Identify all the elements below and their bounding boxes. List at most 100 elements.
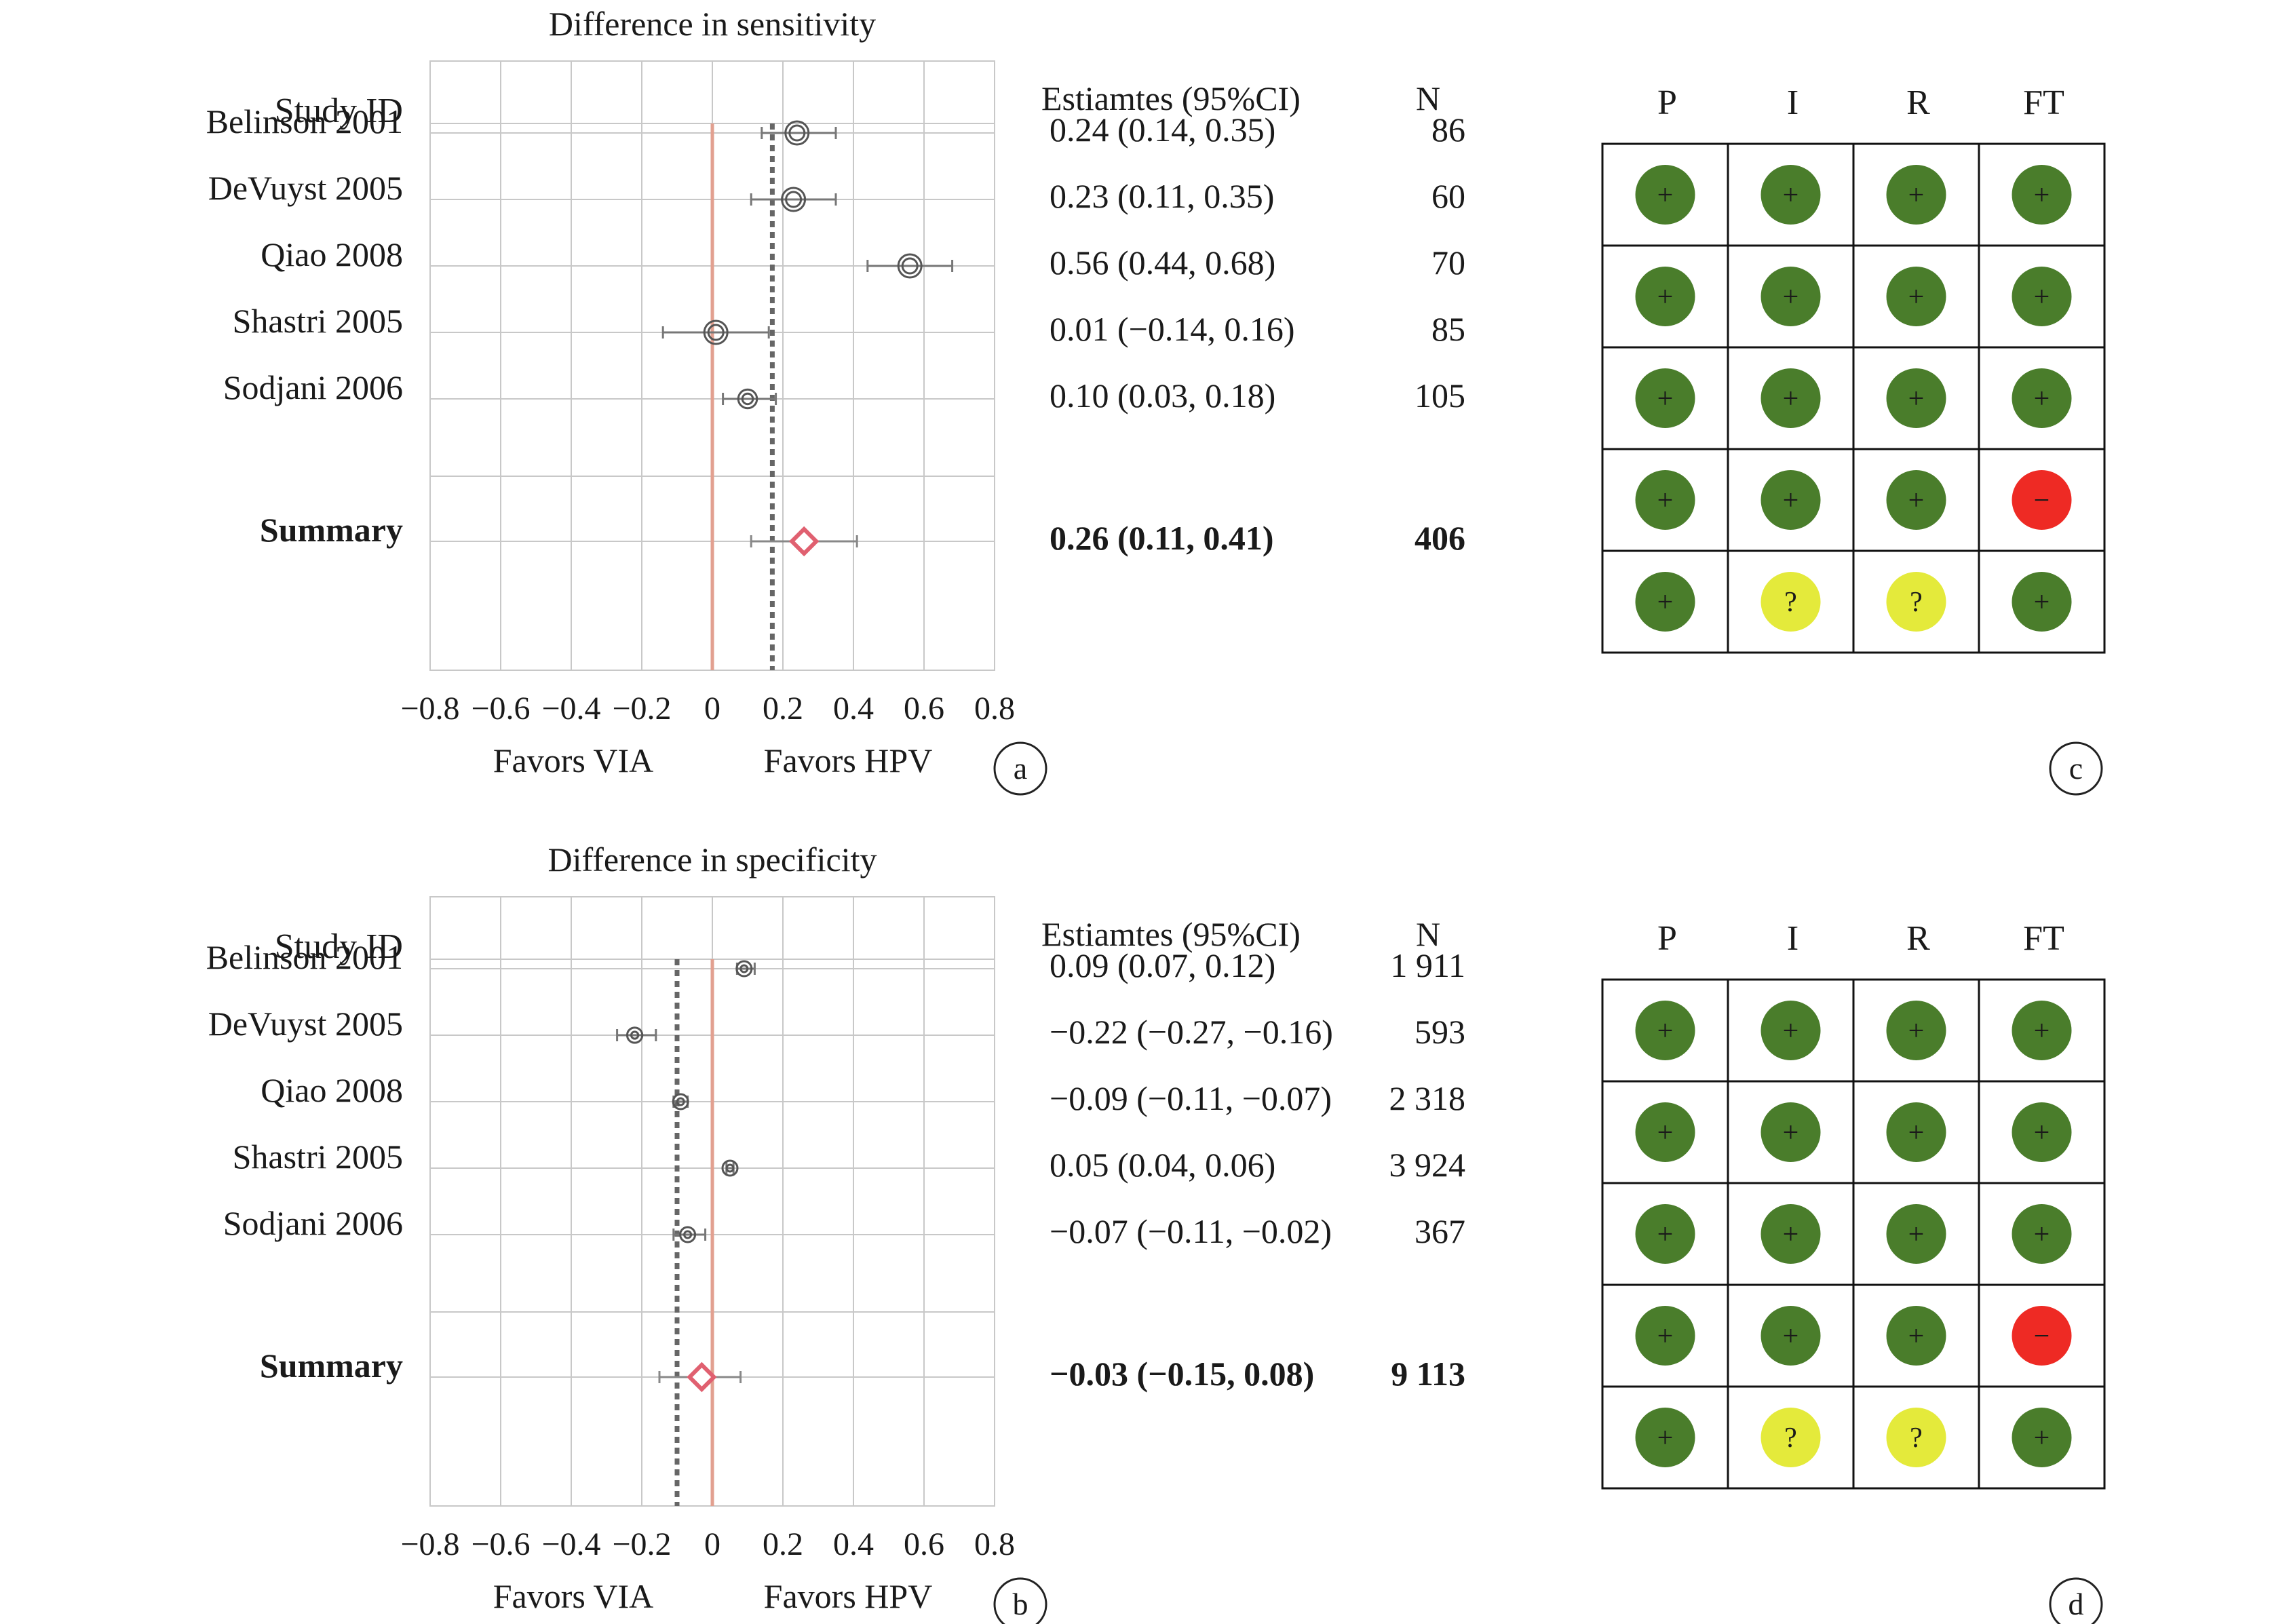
table-cell: ?	[1761, 572, 1821, 632]
table-cell: +	[1635, 572, 1695, 632]
table-cell: +	[2012, 1001, 2072, 1060]
low-risk-indicator	[1635, 572, 1695, 632]
x-tick-label: 0.6	[904, 1526, 944, 1562]
estimate-label: 0.09 (0.07, 0.12)	[1050, 946, 1275, 984]
row-header: Study ID	[275, 927, 403, 966]
study-name: Shastri 2005	[233, 1138, 403, 1176]
study-name: DeVuyst 2005	[208, 169, 403, 207]
risk-symbol: +	[1783, 282, 1799, 313]
table-cell: +	[1761, 470, 1821, 530]
estimate-label: 0.23 (0.11, 0.35)	[1050, 177, 1274, 215]
low-risk-indicator	[1886, 1102, 1946, 1162]
risk-symbol: +	[1783, 180, 1799, 211]
table-cell: +	[2012, 165, 2072, 225]
low-risk-indicator	[1886, 1001, 1946, 1060]
study-row: Shastri 2005 0.01 (−0.14, 0.16) 85	[233, 302, 1465, 348]
summary-estimate-label: 0.26 (0.11, 0.41)	[1050, 519, 1274, 557]
low-risk-indicator	[1635, 267, 1695, 326]
table-cell: +	[1761, 1001, 1821, 1060]
risk-symbol: +	[1657, 180, 1674, 211]
column-header: I	[1787, 83, 1798, 122]
low-risk-indicator	[1761, 470, 1821, 530]
study-row: Sodjani 2006 −0.07 (−0.11, −0.02) 367	[223, 1204, 1465, 1250]
favors-right-label: Favors HPV	[764, 741, 933, 779]
table-cell: +	[2012, 572, 2072, 632]
table-cell: +	[1635, 1001, 1695, 1060]
summary-name: Summary	[260, 511, 403, 549]
column-header: R	[1906, 83, 1930, 122]
sample-size: 1 911	[1390, 946, 1465, 984]
sample-size: 86	[1431, 111, 1465, 149]
point-estimate-inner	[707, 324, 725, 341]
risk-symbol: +	[1908, 1219, 1925, 1250]
summary-diamond	[788, 526, 820, 557]
table-cell: +	[1635, 1102, 1695, 1162]
estimate-label: 0.01 (−0.14, 0.16)	[1050, 310, 1295, 348]
x-tick-label: 0.2	[763, 1526, 803, 1562]
panel-label: b	[1013, 1587, 1028, 1621]
x-tick-label: −0.2	[612, 691, 671, 727]
point-estimate-marker	[672, 1093, 689, 1110]
risk-symbol: +	[1657, 383, 1674, 414]
low-risk-indicator	[2012, 572, 2072, 632]
study-row: Qiao 2008 −0.09 (−0.11, −0.07) 2 318	[261, 1071, 1465, 1117]
risk-symbol: +	[1783, 1219, 1799, 1250]
summary-row: Summary 0.26 (0.11, 0.41) 406	[260, 511, 1465, 557]
estimate-label: −0.22 (−0.27, −0.16)	[1050, 1013, 1333, 1051]
low-risk-indicator	[1761, 1001, 1821, 1060]
panel-label-circle	[2049, 1577, 2103, 1624]
n-header: N	[1416, 915, 1440, 953]
low-risk-indicator	[2012, 267, 2072, 326]
point-estimate-inner	[630, 1030, 640, 1040]
risk-symbol: +	[2034, 1016, 2050, 1047]
risk-symbol: +	[1783, 1117, 1799, 1148]
point-estimate-inner	[785, 191, 803, 208]
estimates-header: Estiamtes (95%CI)	[1041, 79, 1301, 117]
estimate-label: −0.07 (−0.11, −0.02)	[1050, 1212, 1332, 1250]
table-cell: +	[1886, 470, 1946, 530]
estimate-label: 0.24 (0.14, 0.35)	[1050, 111, 1275, 149]
column-header: FT	[2023, 83, 2064, 122]
table-cell: ?	[1886, 1408, 1946, 1467]
study-name: Qiao 2008	[261, 1071, 403, 1109]
risk-symbol: +	[2034, 1219, 2050, 1250]
risk-symbol: +	[1657, 1321, 1674, 1352]
study-name: Shastri 2005	[233, 302, 403, 340]
table-cell: +	[1761, 165, 1821, 225]
risk-symbol: +	[2034, 180, 2050, 211]
forest-panel-a: Difference in sensitivity Study ID Estiamt…	[206, 5, 1465, 796]
n-header: N	[1416, 79, 1440, 117]
low-risk-indicator	[2012, 165, 2072, 225]
favors-right-label: Favors HPV	[764, 1577, 933, 1615]
x-tick-label: −0.4	[541, 691, 600, 727]
table-cell: +	[1761, 267, 1821, 326]
low-risk-indicator	[1886, 470, 1946, 530]
x-tick-label: −0.2	[612, 1526, 671, 1562]
table-cell: ?	[1886, 572, 1946, 632]
low-risk-indicator	[1761, 267, 1821, 326]
risk-symbol: ?	[1910, 1423, 1923, 1454]
point-estimate-marker	[679, 1226, 697, 1243]
table-cell: +	[1886, 267, 1946, 326]
risk-symbol: ?	[1784, 1423, 1797, 1454]
risk-symbol: +	[1657, 587, 1674, 618]
low-risk-indicator	[1761, 165, 1821, 225]
sample-size: 85	[1431, 310, 1465, 348]
unclear-risk-indicator	[1761, 1408, 1821, 1467]
chart-title: Difference in sensitivity	[549, 5, 876, 43]
risk-symbol: +	[1783, 485, 1799, 516]
table-cell: −	[2012, 1306, 2072, 1366]
low-risk-indicator	[1761, 1102, 1821, 1162]
favors-left-label: Favors VIA	[493, 1577, 654, 1615]
table-cell: +	[1886, 1204, 1946, 1264]
x-tick-label: −0.8	[400, 1526, 459, 1562]
sample-size: 593	[1415, 1013, 1465, 1051]
risk-symbol: +	[1783, 1321, 1799, 1352]
summary-sample-size: 9 113	[1391, 1355, 1465, 1393]
table-cell: +	[2012, 1102, 2072, 1162]
low-risk-indicator	[2012, 1102, 2072, 1162]
table-cell: +	[1886, 1001, 1946, 1060]
point-estimate-inner	[901, 257, 919, 275]
summary-row: Summary −0.03 (−0.15, 0.08) 9 113	[260, 1347, 1465, 1393]
risk-symbol: −	[2034, 485, 2050, 516]
